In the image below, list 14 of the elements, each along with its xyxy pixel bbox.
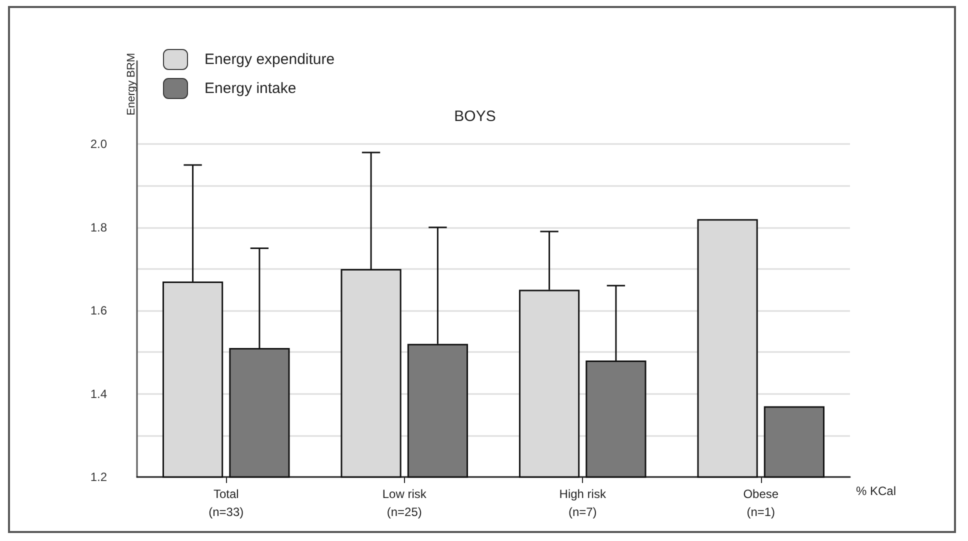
y-tick-label: 1.8 [90,220,108,234]
legend-label: Energy expenditure [204,51,335,68]
x-tick-label: Obese (n=1) [743,487,779,519]
y-tick-label: 2.0 [90,137,108,152]
x-axis-title: % KCal [856,484,896,498]
text: BOYS [454,108,496,125]
x-tick-label: Total (n=33) [208,487,244,519]
y-axis-title: Energy BRM [126,53,138,116]
y-tick-label: 1.4 [90,386,108,401]
x-tick-label: Low risk (n=25) [382,487,428,519]
y-tick-label: 1.6 [90,304,108,318]
legend-label: Energy intake [204,80,296,97]
y-tick-label: 1.2 [90,470,108,484]
x-tick-label: High risk (n=7) [559,487,607,519]
